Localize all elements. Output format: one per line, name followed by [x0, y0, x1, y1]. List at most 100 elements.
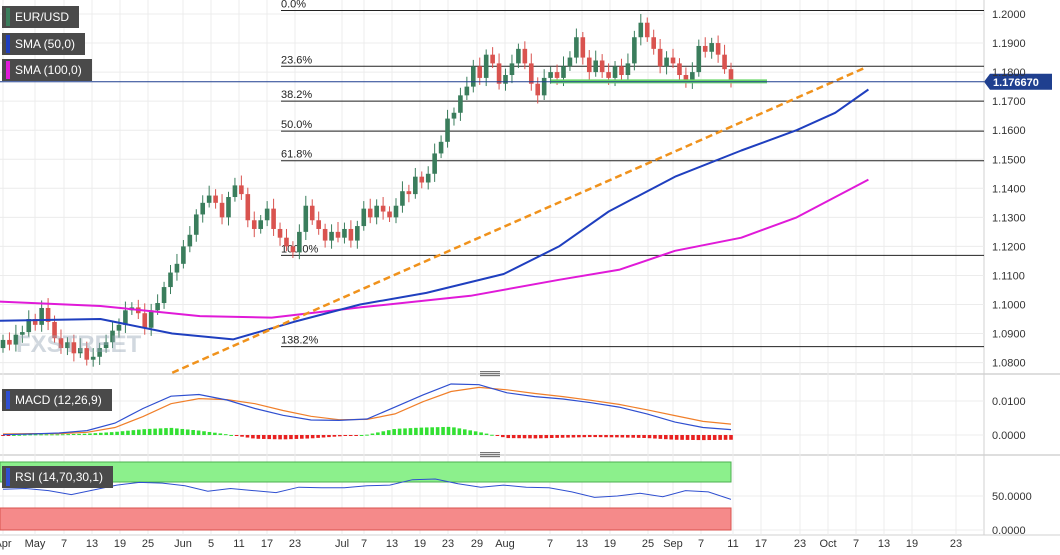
panel-resize-handle	[480, 456, 500, 458]
time-tick-label: 7	[853, 538, 859, 550]
macd-histogram-bar	[609, 435, 614, 438]
macd-histogram-bar	[696, 435, 701, 441]
macd-histogram-bar	[261, 435, 266, 439]
fib-level-label: 0.0%	[281, 0, 306, 11]
time-tick-label: 13	[386, 538, 398, 550]
candle-body	[664, 57, 669, 67]
current-price-badge	[984, 73, 1052, 90]
macd-histogram-bar	[33, 434, 38, 436]
macd-histogram-bar	[397, 428, 402, 435]
macd-color-swatch	[6, 391, 10, 409]
macd-histogram-bar	[479, 432, 483, 435]
macd-histogram-bar	[490, 434, 494, 436]
macd-histogram-bar	[468, 430, 473, 435]
ascending-trendline	[171, 66, 866, 374]
candle-body	[32, 319, 38, 325]
candle-body	[258, 220, 263, 229]
candle-body	[316, 220, 321, 229]
macd-histogram-bar	[98, 432, 103, 435]
candle-body	[709, 43, 714, 52]
macd-histogram-bar	[332, 435, 337, 437]
macd-histogram-bar	[658, 435, 663, 439]
candle-body	[432, 153, 437, 174]
macd-histogram-bar	[22, 434, 27, 436]
candle-body	[696, 45, 702, 73]
macd-histogram-bar	[593, 435, 597, 438]
macd-histogram-bar	[267, 435, 272, 440]
fib-level-label: 61.8%	[281, 149, 312, 161]
price-tick-label: 1.0800	[992, 358, 1026, 370]
candle-body	[71, 342, 77, 354]
macd-histogram-bar	[680, 435, 684, 440]
legend-rsi[interactable]: RSI (14,70,30,1)	[2, 466, 114, 488]
candle-body	[303, 205, 309, 232]
legend-sma100[interactable]: SMA (100,0)	[2, 59, 92, 81]
time-tick-label: 19	[414, 538, 426, 550]
macd-histogram-bar	[202, 431, 206, 435]
candle-body	[541, 77, 547, 96]
price-tick-label: 1.1400	[992, 183, 1026, 195]
candlestick-series	[0, 14, 734, 367]
legend-sma50-label: SMA (50,0)	[15, 37, 76, 51]
macd-histogram-bar	[452, 427, 456, 435]
macd-line	[2, 383, 732, 436]
price-tick-label: 1.1600	[992, 125, 1026, 137]
candle-body	[425, 173, 431, 183]
macd-histogram-bar	[408, 428, 413, 435]
legend-rsi-label: RSI (14,70,30,1)	[15, 470, 104, 484]
legend-macd[interactable]: MACD (12,26,9)	[2, 389, 112, 411]
candle-body	[342, 228, 347, 238]
macd-histogram-bar	[615, 435, 619, 438]
candle-body	[632, 37, 637, 64]
macd-histogram-bar	[381, 431, 386, 435]
time-tick-label: 25	[142, 538, 154, 550]
macd-histogram-bar	[256, 435, 261, 439]
macd-histogram-bar	[213, 432, 217, 435]
time-tick-label: 7	[698, 538, 704, 550]
time-tick-label: 19	[604, 538, 616, 550]
candle-body	[284, 237, 289, 247]
fibonacci-levels: 0.0%23.6%38.2%50.0%61.8%100.0%138.2%	[281, 0, 984, 348]
candle-body	[612, 66, 618, 78]
macd-histogram-bar	[435, 427, 440, 435]
macd-histogram-bar	[669, 435, 674, 440]
time-tick-label: May	[25, 538, 46, 550]
candle-body	[625, 63, 631, 76]
macd-histogram-bar	[169, 427, 174, 435]
panel-resize-handle	[480, 375, 500, 377]
candle-body	[477, 66, 483, 78]
candle-body	[445, 118, 450, 142]
macd-histogram-bar	[549, 435, 554, 438]
time-tick-label: 19	[114, 538, 126, 550]
macd-histogram-bar	[392, 429, 396, 435]
candle-body	[181, 246, 186, 264]
macd-histogram-bar	[631, 435, 636, 438]
macd-histogram-bar	[207, 431, 212, 435]
candle-body	[471, 66, 476, 87]
macd-histogram-bar	[180, 428, 185, 435]
macd-histogram-bar	[473, 431, 478, 435]
candle-body	[586, 57, 592, 73]
grid-lines	[0, 0, 1060, 536]
candle-body	[496, 63, 502, 84]
candle-body	[567, 57, 573, 67]
time-tick-label: Apr	[0, 538, 12, 550]
candle-body	[715, 43, 721, 55]
macd-signal-line	[2, 386, 732, 435]
macd-histogram-bar	[414, 427, 418, 435]
fib-level-label: 38.2%	[281, 89, 312, 101]
legend-pair[interactable]: EUR/USD	[2, 6, 80, 28]
macd-histogram-bar	[517, 435, 521, 439]
time-tick-label: 7	[361, 538, 367, 550]
time-tick-label: 23	[289, 538, 301, 550]
legend-sma50[interactable]: SMA (50,0)	[2, 33, 86, 55]
rsi-panel	[2, 478, 732, 500]
macd-histogram-bar	[582, 435, 587, 438]
macd-histogram-bar	[316, 435, 320, 438]
macd-histogram-bar	[723, 435, 728, 440]
price-tick-label: 1.1300	[992, 212, 1026, 224]
candle-body	[148, 310, 154, 328]
sma100-color-swatch	[6, 61, 10, 79]
macd-histogram-bar	[278, 435, 282, 440]
candle-body	[651, 37, 656, 49]
